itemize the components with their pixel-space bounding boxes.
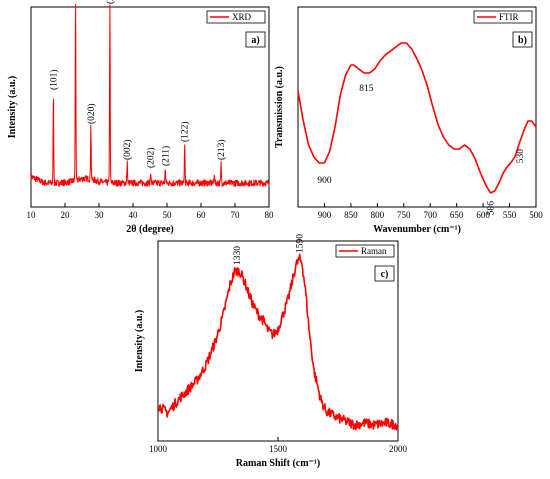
panel-label: c) [381, 269, 389, 280]
series-line [30, 4, 270, 187]
panel-label-box [374, 265, 395, 282]
x-tick-label: 10 [27, 210, 37, 220]
y-axis-title: Intensity (a.u.) [134, 310, 145, 373]
x-tick-label: 750 [397, 210, 411, 220]
y-axis-title: Intensity (a.u.) [7, 76, 18, 139]
peak-label: 1590 [296, 234, 306, 253]
peak-label: (211) [160, 146, 171, 166]
panel-label-box [245, 31, 266, 48]
x-axis-title: 2θ (degree) [126, 224, 174, 235]
x-tick-label: 30 [95, 210, 105, 220]
panel-label: b) [518, 35, 527, 46]
x-tick-label: 700 [423, 210, 437, 220]
peak-label: (210) [105, 0, 116, 4]
chart-panel-1: 10 20 30 40 50 60 70 80 2θ (degree) Intensity (a.… [7, 0, 274, 235]
peak-label: (002) [122, 139, 133, 160]
peak-label: 900 [317, 176, 332, 186]
legend-box [473, 10, 533, 24]
x-tick-label: 850 [344, 210, 358, 220]
x-axis-title: Raman Shift (cm⁻¹) [236, 458, 320, 469]
y-axis-title: Transmission (a.u.) [274, 66, 285, 148]
x-tick-label: 40 [129, 210, 139, 220]
x-tick-label: 800 [371, 210, 385, 220]
x-tick-label: 600 [476, 210, 490, 220]
x-tick-label: 550 [503, 210, 517, 220]
legend-label: XRD [232, 12, 252, 22]
plot-frame [30, 6, 270, 208]
peak-label: 815 [359, 84, 374, 94]
peak-label: (202) [146, 147, 157, 168]
peak-label: (020) [86, 103, 97, 124]
x-tick-label: 1500 [269, 444, 288, 454]
legend-label: Raman [361, 246, 387, 256]
legend-label: FTIR [499, 12, 519, 22]
x-tick-label: 500 [529, 210, 543, 220]
panel-label: a) [251, 35, 259, 46]
legend-box [206, 10, 266, 24]
x-axis-title: Wavenumber (cm⁻¹) [373, 224, 461, 235]
plot-frame [297, 6, 537, 208]
x-tick-label: 60 [197, 210, 207, 220]
x-tick-label: 1000 [149, 444, 168, 454]
chart-panel-3: 1000 1500 2000 Raman Shift (cm⁻¹) Intensity … [134, 234, 408, 469]
peak-label: (213) [216, 139, 227, 160]
x-tick-label: 20 [61, 210, 71, 220]
legend-box [335, 244, 395, 258]
x-tick-label: 50 [163, 210, 173, 220]
peak-label: 586 [487, 201, 497, 216]
x-tick-label: 650 [450, 210, 464, 220]
chart-panel-2: 900 850 800 750 700 650 600 550 500 Wavenumber (c… [274, 6, 543, 235]
series-line [157, 253, 399, 431]
plot-frame [157, 240, 399, 442]
peak-label: (101) [48, 69, 59, 90]
series-line [297, 42, 537, 194]
x-tick-label: 80 [265, 210, 275, 220]
panel-label-box [512, 31, 533, 48]
peak-label: 1330 [233, 246, 243, 265]
peak-label: (122) [180, 121, 191, 142]
x-tick-label: 70 [231, 210, 241, 220]
x-tick-label: 900 [318, 210, 332, 220]
peak-label: 530 [516, 149, 526, 164]
x-tick-label: 2000 [389, 444, 408, 454]
